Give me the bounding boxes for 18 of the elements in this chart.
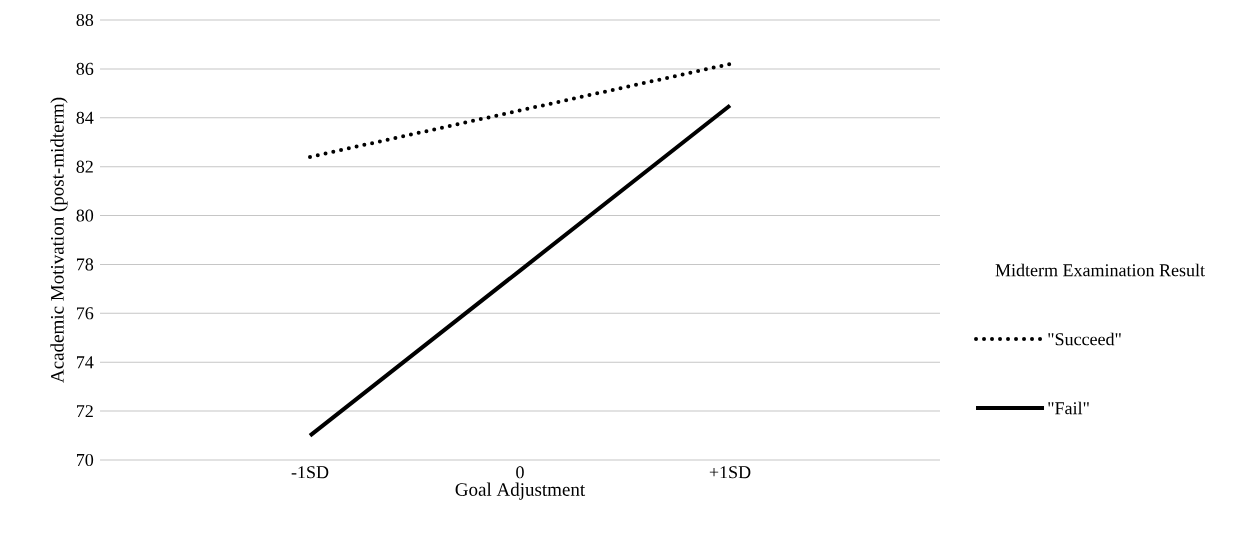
y-axis-title: Academic Motivation (post-midterm) (50, 97, 68, 383)
y-tick-label: 70 (77, 453, 94, 467)
legend-label: "Succeed" (1048, 332, 1121, 346)
y-tick-label: 76 (77, 307, 94, 320)
y-tick-label: 80 (76, 209, 94, 222)
y-tick-label: 84 (76, 111, 94, 124)
legend-label: "Fail" (1048, 401, 1089, 415)
x-tick-label: +1SD (709, 466, 751, 479)
x-tick-label: 0 (516, 466, 524, 479)
y-tick-label: 78 (77, 258, 94, 271)
y-tick-label: 74 (77, 356, 94, 369)
x-axis-title: Goal Adjustment (455, 482, 586, 500)
x-tick-label: -1SD (291, 466, 329, 479)
y-tick-label: 72 (77, 405, 93, 418)
legend-title: Midterm Examination Result (995, 263, 1205, 277)
y-tick-label: 82 (76, 160, 93, 173)
y-tick-label: 86 (76, 62, 94, 75)
y-tick-label: 88 (76, 13, 94, 27)
